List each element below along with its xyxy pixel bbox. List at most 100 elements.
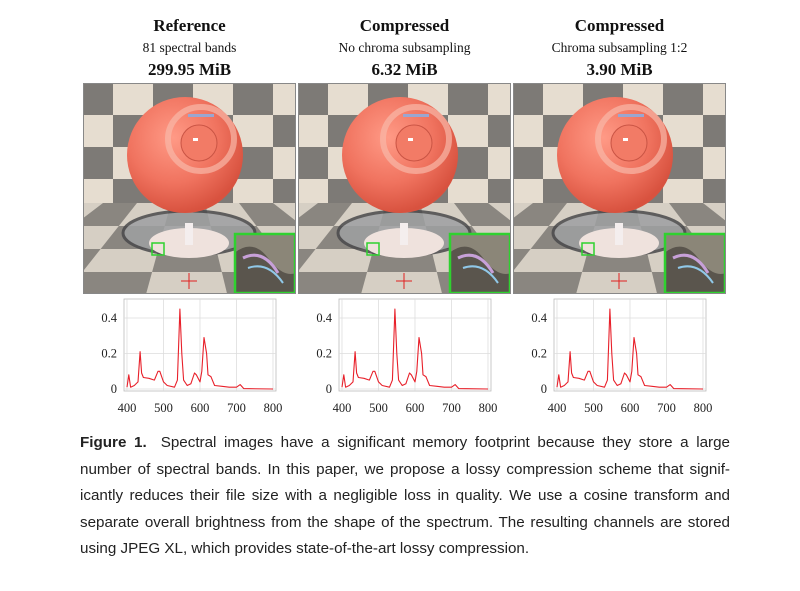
pedestal-stem — [615, 223, 623, 245]
image-border — [298, 83, 511, 294]
checker-tile — [83, 83, 113, 115]
specular-highlight — [408, 138, 413, 141]
sphere-cap — [610, 124, 648, 162]
caption-line: using JPEG XL, which provides state-of-t… — [80, 540, 530, 557]
figure-label: Figure 1. — [80, 434, 147, 451]
sphere-ring — [165, 104, 237, 174]
x-tick-label: 600 — [191, 401, 210, 415]
inset-detail — [234, 246, 296, 294]
panel-file-size: 3.90 MiB — [586, 60, 653, 79]
x-tick-label: 500 — [154, 401, 173, 415]
inset-dispersion — [462, 265, 499, 284]
x-tick-label: 600 — [406, 401, 425, 415]
checker-tile — [83, 147, 113, 179]
floor-tile — [298, 203, 352, 226]
caption-line: number of spectral bands. In this paper,… — [80, 460, 730, 478]
x-tick-label: 800 — [479, 401, 498, 415]
caption-line: Spectral images have a significant memor… — [160, 434, 730, 451]
x-tick-label: 700 — [227, 401, 246, 415]
sphere-ring — [380, 104, 452, 174]
checker-tile — [273, 115, 296, 147]
zoom-region-marker — [366, 242, 380, 256]
floor-tile — [513, 203, 567, 226]
panel-subtitle: 81 spectral bands — [142, 40, 237, 55]
specular-highlight — [193, 138, 198, 141]
image-border — [513, 83, 726, 294]
floor-tile — [669, 203, 726, 226]
spectrum-chart-reference: 400 500 600 700 800 0 0.2 0.4 — [101, 298, 283, 415]
sphere-cap — [180, 124, 218, 162]
y-tick-label: 0.2 — [316, 347, 332, 361]
sphere-cap — [395, 124, 433, 162]
checker-tile — [488, 115, 511, 147]
spectrum-chart-compressed: 400 500 600 700 800 0 0.2 0.4 — [316, 298, 498, 415]
y-tick-label: 0.4 — [101, 311, 117, 325]
x-tick-label: 700 — [657, 401, 676, 415]
checker-tile — [233, 83, 273, 115]
floor-tile — [513, 249, 531, 272]
render-image-reference — [83, 83, 296, 294]
pedestal-stem — [400, 223, 408, 245]
inset-dispersion — [242, 253, 280, 274]
floor-tile — [83, 203, 137, 226]
x-tick-label: 700 — [442, 401, 461, 415]
floor-tile — [83, 272, 153, 294]
floor-tile — [298, 249, 316, 272]
floor-tile — [454, 203, 511, 226]
checker-tile — [513, 83, 543, 115]
render-image-compressed-subsampled — [513, 83, 726, 294]
panel-subtitle: No chroma subsampling — [338, 40, 471, 55]
caption-line: separate overall brightness from the sha… — [80, 513, 730, 531]
panel-subtitle: Chroma subsampling 1:2 — [551, 40, 688, 55]
inset-detail — [449, 246, 511, 294]
x-tick-label: 400 — [118, 401, 137, 415]
y-tick-label: 0.2 — [101, 347, 117, 361]
x-tick-label: 500 — [369, 401, 388, 415]
checker-tile — [663, 83, 703, 115]
x-tick-label: 400 — [548, 401, 567, 415]
x-tick-label: 600 — [621, 401, 640, 415]
spectrum-line — [341, 308, 489, 390]
checker-tile — [703, 115, 726, 147]
image-border — [83, 83, 296, 294]
checker-tile — [448, 83, 488, 115]
y-tick-label: 0 — [326, 382, 332, 396]
y-tick-label: 0.2 — [531, 347, 547, 361]
reflection — [618, 114, 644, 117]
checker-tile — [513, 147, 543, 179]
spectrum-line — [126, 308, 274, 390]
panel-file-size: 299.95 MiB — [147, 60, 232, 79]
spectrum-chart-compressed-subsampled: 400 500 600 700 800 0 0.2 0.4 — [531, 298, 713, 415]
x-tick-label: 800 — [694, 401, 713, 415]
reflection — [403, 114, 429, 117]
x-tick-label: 800 — [264, 401, 283, 415]
sphere-ring — [595, 104, 667, 174]
inset-dispersion — [677, 265, 714, 284]
inset-dispersion — [457, 253, 495, 274]
x-tick-label: 400 — [333, 401, 352, 415]
inset-dispersion — [247, 265, 284, 284]
panel-title: Compressed — [574, 16, 665, 35]
y-tick-label: 0 — [111, 382, 117, 396]
inset-detail — [664, 246, 726, 294]
figure-caption: Figure 1. Spectral images have a signific… — [80, 430, 730, 563]
y-tick-label: 0 — [541, 382, 547, 396]
reflection — [188, 114, 214, 117]
inset-dispersion — [672, 253, 710, 274]
render-image-compressed — [298, 83, 511, 294]
panel-title: Reference — [153, 16, 226, 35]
y-tick-label: 0.4 — [531, 311, 547, 325]
floor-tile — [298, 272, 368, 294]
pedestal-stem — [185, 223, 193, 245]
floor-tile — [239, 203, 296, 226]
y-tick-label: 0.4 — [316, 311, 332, 325]
panel-title: Compressed — [359, 16, 450, 35]
specular-highlight — [623, 138, 628, 141]
spectrum-line — [556, 308, 704, 390]
floor-tile — [513, 272, 583, 294]
caption-line: icantly reduces their file size with a n… — [80, 487, 730, 504]
zoom-region-marker — [151, 242, 165, 256]
panel-file-size: 6.32 MiB — [371, 60, 438, 79]
checker-tile — [298, 147, 328, 179]
zoom-region-marker — [581, 242, 595, 256]
